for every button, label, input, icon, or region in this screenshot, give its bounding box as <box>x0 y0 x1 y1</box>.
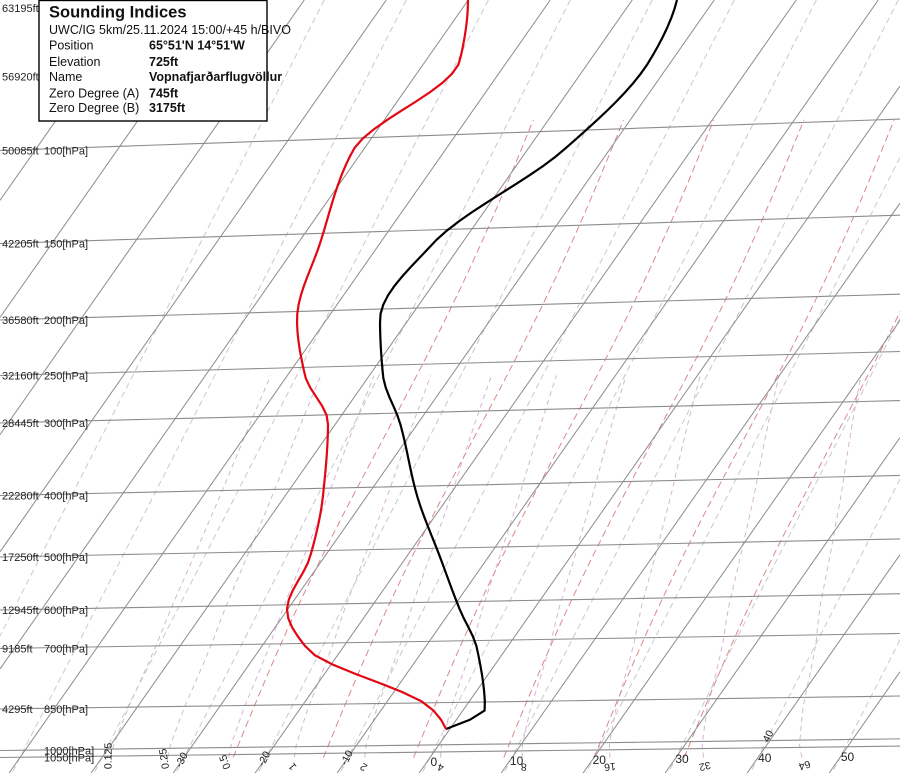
svg-text:-30: -30 <box>173 750 191 769</box>
svg-text:64: 64 <box>797 757 812 772</box>
svg-text:-20: -20 <box>256 749 274 768</box>
svg-text:Vopnafjarðarflugvöllur: Vopnafjarðarflugvöllur <box>149 70 282 84</box>
svg-text:8: 8 <box>520 760 527 772</box>
svg-text:250[hPa]: 250[hPa] <box>44 371 88 383</box>
svg-text:Position: Position <box>49 38 94 52</box>
svg-text:17250ft: 17250ft <box>2 552 39 564</box>
svg-text:Zero Degree (B): Zero Degree (B) <box>49 101 139 115</box>
svg-text:850[hPa]: 850[hPa] <box>44 704 88 716</box>
svg-text:725ft: 725ft <box>149 55 179 69</box>
svg-text:63195ft: 63195ft <box>2 3 39 15</box>
svg-text:400[hPa]: 400[hPa] <box>44 491 88 503</box>
svg-text:Name: Name <box>49 70 82 84</box>
svg-text:200[hPa]: 200[hPa] <box>44 315 88 327</box>
svg-text:300[hPa]: 300[hPa] <box>44 418 88 430</box>
svg-text:1050[hPa]: 1050[hPa] <box>44 753 94 765</box>
svg-text:150[hPa]: 150[hPa] <box>44 239 88 251</box>
svg-text:65°51'N 14°51'W: 65°51'N 14°51'W <box>149 38 245 52</box>
svg-text:40: 40 <box>760 728 776 744</box>
svg-text:40: 40 <box>758 751 772 765</box>
svg-text:700[hPa]: 700[hPa] <box>44 644 88 656</box>
svg-text:745ft: 745ft <box>149 87 179 101</box>
svg-text:28445ft: 28445ft <box>2 418 39 430</box>
svg-text:100[hPa]: 100[hPa] <box>44 146 88 158</box>
svg-text:600[hPa]: 600[hPa] <box>44 605 88 617</box>
svg-text:-10: -10 <box>338 748 356 767</box>
svg-text:22280ft: 22280ft <box>2 491 39 503</box>
svg-text:3175ft: 3175ft <box>149 101 186 115</box>
svg-text:0.125: 0.125 <box>103 743 115 769</box>
svg-text:2: 2 <box>358 760 370 773</box>
svg-text:0.5: 0.5 <box>217 753 234 771</box>
svg-text:9185ft: 9185ft <box>2 644 33 656</box>
svg-text:16: 16 <box>603 760 616 773</box>
svg-text:0: 0 <box>430 755 437 769</box>
svg-text:30: 30 <box>675 752 689 766</box>
svg-text:42205ft: 42205ft <box>2 239 39 251</box>
svg-text:56920ft: 56920ft <box>2 71 39 83</box>
svg-text:UWC/IG 5km/25.11.2024 15:00/+4: UWC/IG 5km/25.11.2024 15:00/+45 h/BIVO <box>49 23 291 37</box>
svg-text:1: 1 <box>286 760 299 772</box>
svg-text:Elevation: Elevation <box>49 55 100 69</box>
svg-text:32160ft: 32160ft <box>2 371 39 383</box>
svg-text:4: 4 <box>436 760 445 773</box>
svg-text:12945ft: 12945ft <box>2 605 39 617</box>
svg-text:36580ft: 36580ft <box>2 315 39 327</box>
svg-text:0.25: 0.25 <box>157 748 172 770</box>
svg-text:Sounding Indices: Sounding Indices <box>49 4 187 22</box>
svg-text:500[hPa]: 500[hPa] <box>44 552 88 564</box>
svg-text:4295ft: 4295ft <box>2 704 33 716</box>
svg-text:50: 50 <box>841 750 855 764</box>
svg-text:Zero Degree (A): Zero Degree (A) <box>49 87 139 101</box>
svg-text:32: 32 <box>698 759 712 773</box>
svg-text:50085ft: 50085ft <box>2 146 39 158</box>
